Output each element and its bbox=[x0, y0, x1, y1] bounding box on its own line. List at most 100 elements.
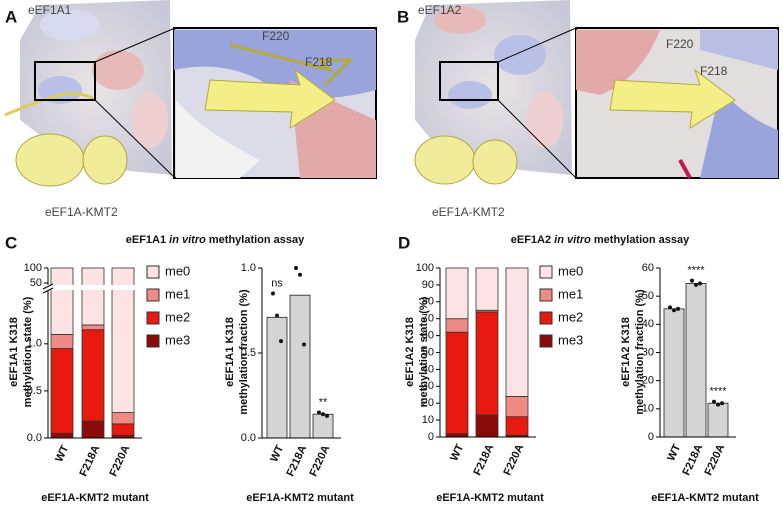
panel-letter: B bbox=[397, 7, 409, 26]
axis-break-mark bbox=[42, 283, 54, 290]
x-tick-label: F220A bbox=[308, 443, 333, 478]
significance: **** bbox=[709, 386, 727, 398]
bar-segment bbox=[81, 267, 105, 326]
data-point bbox=[302, 342, 306, 347]
y-tick-label: 40 bbox=[642, 318, 654, 330]
x-tick-label: F218A bbox=[285, 443, 310, 478]
y-tick-label: 0 bbox=[648, 431, 654, 443]
x-tick-label: F218A bbox=[472, 442, 497, 477]
bar-segment bbox=[475, 311, 499, 416]
bar bbox=[312, 413, 334, 439]
data-point bbox=[321, 412, 325, 417]
data-point bbox=[690, 278, 694, 283]
data-point bbox=[325, 413, 329, 418]
y-tick-label: 0 bbox=[428, 431, 434, 443]
y-tick-label: 100 bbox=[24, 262, 42, 274]
residue-label: F220 bbox=[666, 37, 694, 51]
legend-swatch bbox=[146, 288, 160, 302]
structure-label: eEF1A2 bbox=[418, 3, 462, 17]
legend-label: me2 bbox=[558, 309, 583, 324]
title-part: methylation assay bbox=[209, 234, 305, 246]
y-tick-label: 0.5 bbox=[27, 385, 42, 397]
structure-label: eEF1A-KMT2 bbox=[45, 205, 118, 219]
bar-segment bbox=[475, 267, 499, 311]
bar-segment bbox=[81, 420, 105, 439]
y-tick-label: 1.0 bbox=[241, 262, 256, 274]
bar bbox=[663, 308, 685, 438]
bar-segment bbox=[505, 267, 529, 397]
structure-image-a bbox=[4, 0, 377, 187]
bar bbox=[707, 402, 729, 438]
x-axis-title: eEF1A-KMT2 mutant bbox=[436, 492, 544, 504]
significance: **** bbox=[687, 265, 705, 277]
y-tick-label: 1.0 bbox=[27, 338, 42, 350]
x-axis-title: eEF1A-KMT2 mutant bbox=[246, 492, 354, 504]
x-tick-label: WT bbox=[448, 442, 466, 463]
y-tick-label: 60 bbox=[422, 330, 434, 342]
data-point bbox=[294, 266, 298, 270]
y-tick-label: 20 bbox=[422, 397, 434, 409]
legend-swatch bbox=[539, 311, 553, 325]
y-axis-title: eEF1A1 K318 bbox=[8, 317, 20, 387]
significance: ** bbox=[319, 396, 328, 408]
y-tick-label: 20 bbox=[642, 375, 654, 387]
panel-letter: A bbox=[5, 7, 17, 26]
legend-swatch bbox=[146, 265, 160, 279]
bar bbox=[685, 283, 707, 438]
legend-label: me0 bbox=[165, 263, 190, 278]
x-tick-label: WT bbox=[53, 443, 71, 464]
data-point bbox=[279, 339, 283, 344]
title-part: eEF1A1 bbox=[126, 234, 166, 246]
bar-segment bbox=[50, 267, 74, 335]
x-axis-title: eEF1A-KMT2 mutant bbox=[41, 492, 149, 504]
legend-label: me0 bbox=[558, 263, 583, 278]
data-point bbox=[672, 308, 676, 313]
title-part: methylation assay bbox=[594, 234, 690, 246]
y-tick-label: 50 bbox=[642, 290, 654, 302]
axis-break bbox=[42, 285, 142, 290]
data-point bbox=[712, 399, 716, 404]
y-tick-label: 40 bbox=[422, 363, 434, 375]
residue-label: F218 bbox=[305, 55, 333, 69]
data-point bbox=[298, 272, 302, 277]
y-tick-label: 0.0 bbox=[27, 432, 42, 444]
legend-label: me3 bbox=[165, 332, 190, 347]
bar-segment bbox=[50, 432, 74, 439]
y-axis-title: methylation state (%) bbox=[418, 296, 430, 407]
y-tick-label: 60 bbox=[642, 262, 654, 274]
x-tick-label: F218A bbox=[78, 443, 103, 478]
x-tick-label: F220A bbox=[108, 443, 133, 478]
data-point bbox=[317, 410, 321, 415]
bar-segment bbox=[111, 412, 135, 425]
data-point bbox=[720, 401, 724, 406]
panel-title: eEF1A1 in vitro methylation assay bbox=[126, 234, 305, 246]
x-axis-title: eEF1A-KMT2 mutant bbox=[651, 492, 759, 504]
y-tick-label: 0.0 bbox=[241, 432, 256, 444]
y-tick-label: 90 bbox=[422, 279, 434, 291]
bar-segment bbox=[50, 348, 74, 434]
y-tick-label: 10 bbox=[642, 403, 654, 415]
y-axis-title: eEF1A2 K318 bbox=[404, 317, 416, 387]
title-part: in vitro bbox=[554, 234, 591, 246]
bar-segment bbox=[475, 414, 499, 438]
panel-letter: C bbox=[5, 233, 17, 252]
y-tick-label: 10 bbox=[422, 414, 434, 426]
bar-segment bbox=[445, 331, 469, 435]
significance: ns bbox=[271, 277, 283, 289]
structure-label: eEF1A-KMT2 bbox=[432, 205, 505, 219]
y-tick-label: 70 bbox=[422, 313, 434, 325]
y-axis-title: methylation fraction (%) bbox=[634, 289, 646, 415]
bar bbox=[289, 294, 311, 439]
data-point bbox=[668, 305, 672, 310]
data-point bbox=[716, 402, 720, 407]
bar-segment bbox=[445, 318, 469, 333]
data-point bbox=[694, 282, 698, 287]
x-tick-label: F220A bbox=[502, 442, 527, 477]
panel-letter: D bbox=[398, 233, 410, 252]
y-tick-label: 0.5 bbox=[241, 347, 256, 359]
panel-title: eEF1A2 in vitro methylation assay bbox=[511, 234, 690, 246]
bar-segment bbox=[445, 267, 469, 320]
bar bbox=[266, 316, 288, 439]
structure-label: eEF1A1 bbox=[28, 3, 72, 17]
